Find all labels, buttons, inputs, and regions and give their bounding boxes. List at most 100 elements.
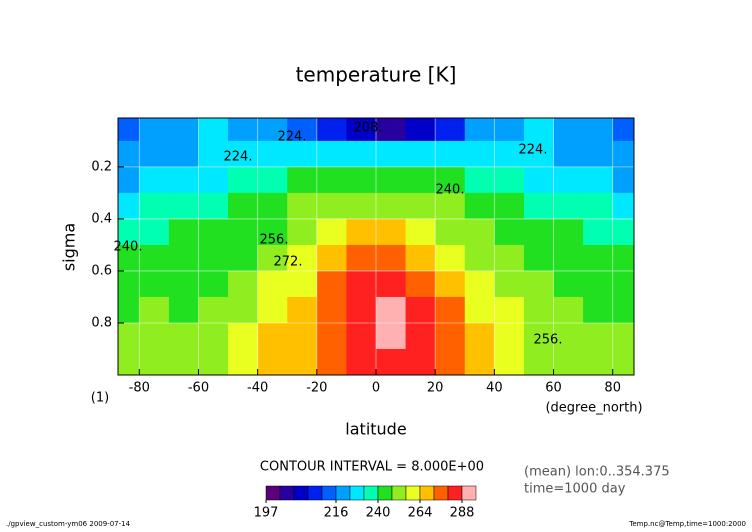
contour-cell (346, 348, 377, 376)
contour-cell (228, 218, 259, 246)
contour-cell (583, 296, 614, 324)
contour-cell (553, 270, 584, 298)
contour-cell (118, 270, 140, 298)
contour-cell (139, 218, 170, 246)
contour-cell (464, 118, 495, 142)
contour-cell (287, 348, 318, 376)
contour-cell (346, 218, 377, 246)
colorbar-box (321, 485, 337, 501)
colorbar-tick-label: 264 (408, 506, 433, 521)
contour-cell (198, 218, 229, 246)
contour-cell (464, 244, 495, 272)
contour-cell (494, 218, 525, 246)
contour-cell (139, 140, 170, 168)
x-tick-label: 80 (604, 381, 621, 396)
contour-cell (228, 244, 259, 272)
contour-cell (464, 140, 495, 168)
contour-cell (523, 270, 555, 298)
contour-cell (612, 218, 635, 246)
contour-cell (316, 244, 347, 272)
contour-label: 240. (436, 183, 465, 198)
contour-cell (228, 296, 259, 324)
contour-cell (168, 166, 199, 194)
contour-cell (376, 270, 407, 298)
contour-cell (494, 140, 525, 168)
contour-cell (118, 322, 140, 350)
contour-cell (376, 296, 407, 324)
contour-cell (257, 348, 288, 376)
contour-cell (494, 192, 525, 220)
contour-cell (198, 322, 229, 350)
contour-cell (257, 296, 288, 324)
contour-cell (583, 192, 614, 220)
colorbar-tick-label: 240 (366, 506, 391, 521)
contour-cell (376, 322, 407, 350)
colorbar-box (349, 485, 365, 501)
contour-cell (612, 166, 635, 194)
contour-cell (198, 166, 229, 194)
contour-cell (583, 118, 614, 142)
colorbar-tick-label: 197 (254, 506, 279, 521)
x-tick-label: 40 (486, 381, 503, 396)
contour-cell (435, 166, 466, 194)
contour-cell (405, 348, 436, 376)
contour-cell (435, 192, 466, 220)
contour-cell (405, 322, 436, 350)
contour-cell (118, 244, 140, 272)
contour-cell (553, 322, 584, 350)
x-axis-unit: (degree_north) (545, 401, 642, 416)
contour-cell (118, 296, 140, 324)
contour-cell (198, 296, 229, 324)
contour-cell (612, 192, 635, 220)
contour-cell (168, 244, 199, 272)
contour-cell (316, 140, 347, 168)
contour-cell (464, 322, 495, 350)
contour-cell (523, 322, 555, 350)
contour-cell (376, 192, 407, 220)
contour-cell (523, 296, 555, 324)
contour-cell (553, 140, 584, 168)
contour-cell (523, 166, 555, 194)
contour-cell (257, 322, 288, 350)
contour-cell (405, 140, 436, 168)
contour-cell (435, 140, 466, 168)
contour-cell (287, 270, 318, 298)
contour-cell (118, 218, 140, 246)
contour-cell (346, 296, 377, 324)
contour-cell (198, 270, 229, 298)
contour-cell (494, 166, 525, 194)
contour-cell (228, 166, 259, 194)
contour-cell (376, 140, 407, 168)
contour-cell (257, 270, 288, 298)
contour-label: 224. (519, 143, 548, 158)
contour-cell (287, 140, 318, 168)
contour-cell (257, 118, 288, 142)
contour-cell (553, 296, 584, 324)
contour-cell (316, 118, 347, 142)
contour-cell (523, 348, 555, 376)
contour-cell (376, 118, 407, 142)
x-tick-label: 0 (372, 381, 380, 396)
contour-cell (287, 322, 318, 350)
contour-cell (405, 218, 436, 246)
contour-cell (257, 140, 288, 168)
contour-cell (168, 218, 199, 246)
contour-cell (139, 296, 170, 324)
contour-cell (346, 166, 377, 194)
contour-cell (228, 270, 259, 298)
contour-cell (139, 166, 170, 194)
contour-cell (257, 244, 288, 272)
contour-cell (553, 118, 584, 142)
contour-cell (316, 322, 347, 350)
colorbar-box (461, 485, 477, 501)
contour-cell (553, 166, 584, 194)
contour-cell (168, 192, 199, 220)
x-tick-label: -20 (306, 381, 327, 396)
contour-cell (612, 348, 635, 376)
contour-cell (316, 192, 347, 220)
contour-cell (139, 118, 170, 142)
contour-cell (405, 166, 436, 194)
colorbar-box (293, 485, 309, 501)
colorbar-box (265, 485, 281, 501)
contour-cell (228, 140, 259, 168)
